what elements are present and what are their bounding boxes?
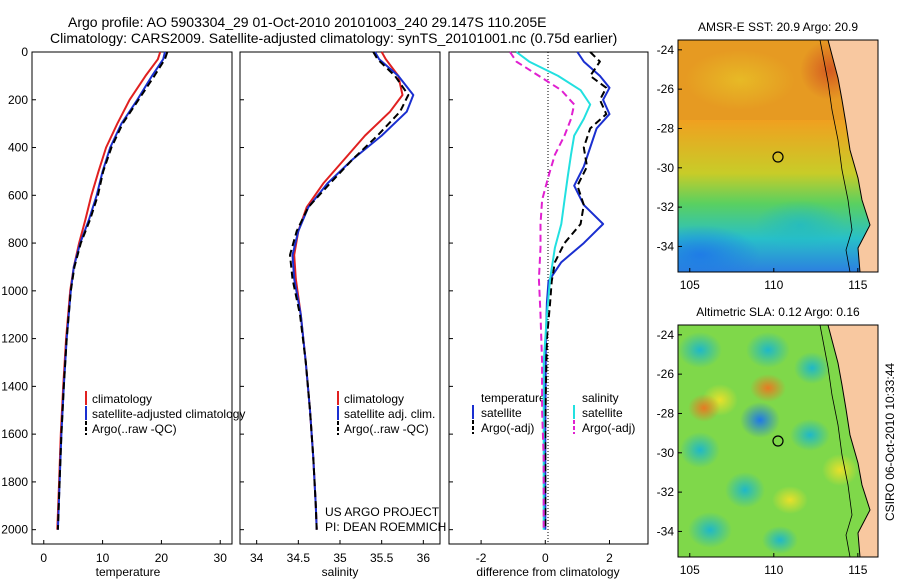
sst-map-ytick-label: -32: [657, 200, 675, 214]
sst-map-ytick-label: -24: [657, 43, 675, 57]
argo-location-marker: [772, 435, 784, 447]
difference-panel-series-temperature-satellite: [544, 51, 611, 530]
salinity-axes-box: [239, 51, 441, 545]
legend-text-temp-argo: Argo(-adj): [481, 421, 534, 435]
sla-map-xtick-label: 110: [764, 563, 783, 577]
depth-tick-label: 200: [8, 93, 28, 107]
sla-field: [678, 325, 878, 557]
difference-panel-series-salinity-satellite: [515, 51, 592, 530]
salinity-panel-xtick-label: 35.5: [370, 551, 394, 565]
chart-marks: 0 10 20 30020040060080010001200140016001800…: [1, 43, 867, 577]
depth-tick-label: 1200: [1, 332, 28, 346]
difference-panel-series-temperature-argo-adj-: [544, 51, 608, 530]
temperature-panel-series-argo-raw-qc-: [56, 51, 169, 530]
legend-text-sal-satellite: satellite: [582, 406, 623, 420]
legend-text-temp-satellite: satellite: [481, 406, 522, 420]
depth-tick-label: 2000: [1, 523, 28, 537]
sst-map-xtick-label: 115: [848, 278, 867, 292]
legend-text-sal-argo: Argo(-adj): [582, 421, 635, 435]
depth-tick-label: 0: [21, 45, 28, 59]
sla-map-ytick-label: -28: [657, 406, 675, 420]
difference-panel-xtick-label: 0: [542, 551, 549, 565]
difference-panel-series-salinity-argo-adj-: [509, 51, 576, 530]
salinity-panel-series-climatology: [293, 51, 404, 530]
legend-text-climatology: climatology: [344, 392, 404, 406]
header-line-2: Climatology: CARS2009. Satellite-adjuste…: [50, 30, 617, 46]
sla-map-ytick-label: -34: [657, 524, 675, 538]
depth-tick-label: 1000: [1, 284, 28, 298]
sla-map-ytick-label: -30: [657, 446, 675, 460]
temperature-axes-box: [31, 51, 233, 545]
legend-text-argo: Argo(..raw -QC): [92, 422, 177, 436]
sst-map-xtick-label: 110: [764, 278, 783, 292]
temperature-panel-xtick-label: 0: [40, 551, 47, 565]
salinity-xlabel: salinity: [322, 565, 359, 579]
sst-field: [678, 40, 878, 272]
sla-map-title: Altimetric SLA: 0.12 Argo: 0.16: [696, 305, 860, 319]
salinity-panel: salinity: [239, 51, 441, 579]
temperature-panel-xtick-label: 30: [214, 551, 228, 565]
sst-map: AMSR-E SST: 20.9 Argo: 20.9: [677, 20, 879, 273]
temperature-xlabel: temperature: [96, 565, 161, 579]
sla-map-frame: [677, 324, 879, 558]
header-line-1: Argo profile: AO 5903304_29 01-Oct-2010 …: [68, 14, 546, 30]
sst-map-ytick-label: -34: [657, 239, 675, 253]
project-note-line-2: PI: DEAN ROEMMICH: [325, 520, 446, 534]
depth-tick-label: 800: [8, 236, 28, 250]
sla-map-ytick-label: -24: [657, 328, 675, 342]
sst-map-title: AMSR-E SST: 20.9 Argo: 20.9: [698, 20, 858, 34]
sla-map-ytick-label: -32: [657, 485, 675, 499]
salinity-panel-xtick-label: 36: [417, 551, 431, 565]
project-note-line-1: US ARGO PROJECT: [325, 505, 440, 519]
difference-legend: temperature satellite Argo(-adj) salinit…: [472, 391, 635, 435]
sst-map-ytick-label: -28: [657, 121, 675, 135]
legend-text-satellite: satellite adj. clim.: [344, 407, 435, 421]
depth-tick-label: 1400: [1, 379, 28, 393]
difference-panel-xtick-label: 2: [606, 551, 613, 565]
sst-map-ytick-label: -26: [657, 82, 675, 96]
temperature-panel-xtick-label: 10: [96, 551, 110, 565]
temperature-panel-series-climatology: [56, 51, 162, 530]
difference-panel-xtick-label: -2: [476, 551, 487, 565]
temperature-panel-series-satellite-adjusted-climatology: [56, 51, 166, 530]
depth-tick-label: 1600: [1, 427, 28, 441]
depth-tick-label: 1800: [1, 475, 28, 489]
salinity-panel-xtick-label: 34.5: [287, 551, 311, 565]
salinity-panel-series-satellite-adj-clim-: [291, 51, 415, 530]
sla-map-xtick-label: 115: [848, 563, 867, 577]
sst-map-xtick-label: 105: [680, 278, 700, 292]
depth-tick-label: 600: [8, 188, 28, 202]
depth-tick-label: 400: [8, 141, 28, 155]
difference-xlabel: difference from climatology: [476, 565, 619, 579]
salinity-legend: climatology satellite adj. clim. Argo(..…: [337, 391, 435, 436]
legend-text-satellite: satellite-adjusted climatology: [92, 407, 245, 421]
temperature-legend: climatology satellite-adjusted climatolo…: [85, 391, 245, 436]
temperature-panel: temperature: [31, 51, 233, 579]
salinity-panel-xtick-label: 34: [250, 551, 264, 565]
sla-map-xtick-label: 105: [680, 563, 700, 577]
temperature-panel-xtick-label: 20: [155, 551, 169, 565]
salinity-panel-series-argo-raw-qc-: [289, 51, 410, 530]
sst-map-ytick-label: -30: [657, 161, 675, 175]
argo-location-marker: [772, 151, 784, 163]
sst-map-frame: [677, 39, 879, 273]
sla-map-ytick-label: -26: [657, 367, 675, 381]
legend-heading-temperature: temperature: [481, 391, 546, 405]
legend-heading-salinity: salinity: [582, 391, 619, 405]
legend-text-argo: Argo(..raw -QC): [344, 422, 429, 436]
legend-text-climatology: climatology: [92, 392, 152, 406]
salinity-panel-xtick-label: 35: [333, 551, 347, 565]
side-stamp: CSIRO 06-Oct-2010 10:33:44: [883, 363, 897, 521]
sla-map: Altimetric SLA: 0.12 Argo: 0.16: [677, 305, 879, 558]
